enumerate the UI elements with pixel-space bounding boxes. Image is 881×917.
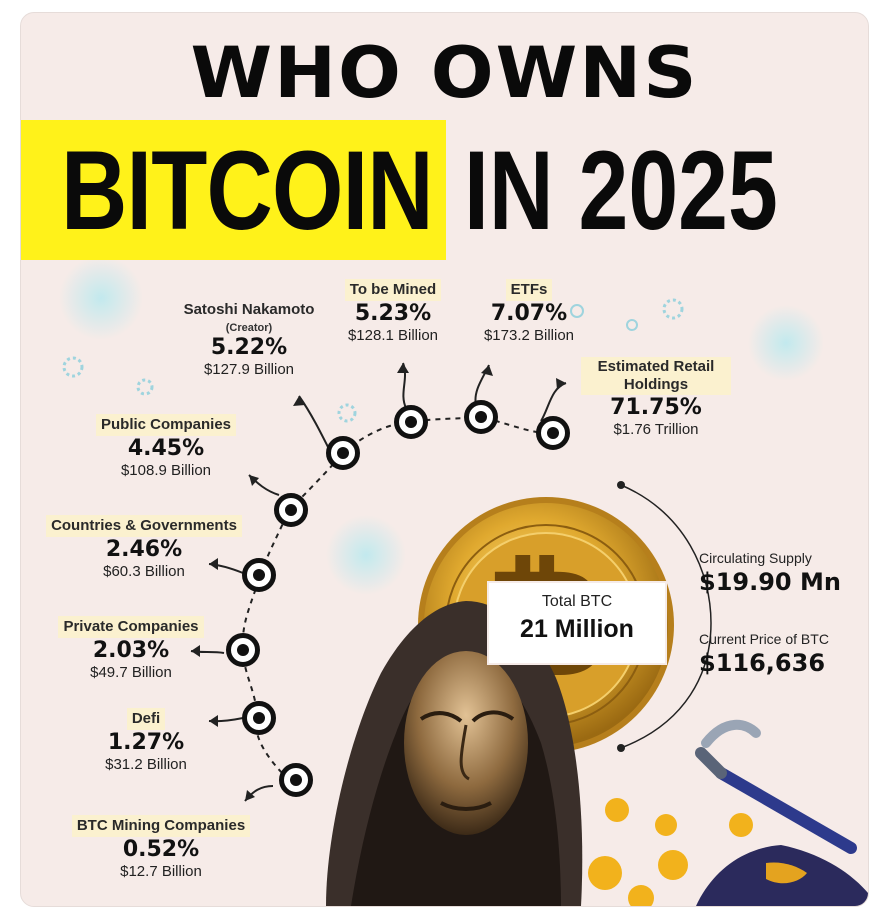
holder-percent: 5.22% [210, 335, 288, 360]
glow-decor [748, 305, 824, 381]
circulating-supply-value: $19.90 Mn [699, 568, 841, 596]
holder-etfs: ETFs 7.07% $173.2 Billion [459, 279, 599, 345]
holder-btc-mining: BTC Mining Companies 0.52% $12.7 Billion [61, 815, 261, 881]
holder-amount: $60.3 Billion [103, 563, 185, 580]
title-highlight-bar [21, 120, 446, 260]
holder-percent: 2.46% [105, 537, 183, 562]
node-etfs [464, 400, 498, 434]
holder-percent: 2.03% [92, 638, 170, 663]
holder-name: BTC Mining Companies [71, 815, 251, 837]
arrow-heads [191, 363, 566, 801]
title-line-1: WHO OWNS [190, 32, 699, 114]
holder-percent: 0.52% [122, 837, 200, 862]
holder-name: Private Companies [58, 616, 204, 638]
holder-amount: $12.7 Billion [120, 863, 202, 880]
holder-private-companies: Private Companies 2.03% $49.7 Billion [41, 616, 221, 682]
node-defi [242, 701, 276, 735]
holder-name: ETFs [505, 279, 553, 301]
holder-percent: 7.07% [490, 301, 568, 326]
holder-defi: Defi 1.27% $31.2 Billion [81, 708, 211, 774]
holder-to-be-mined: To be Mined 5.23% $128.1 Billion [323, 279, 463, 345]
node-public-companies [274, 493, 308, 527]
holder-name: Satoshi Nakamoto [183, 301, 315, 318]
node-retail [536, 416, 570, 450]
holder-percent: 4.45% [127, 436, 205, 461]
gold-coins-decor [588, 798, 868, 906]
holder-amount: $128.1 Billion [347, 327, 439, 344]
holder-countries: Countries & Governments 2.46% $60.3 Bill… [33, 515, 255, 581]
holder-name: Public Companies [95, 414, 237, 436]
total-btc-value: 21 Million [520, 615, 634, 643]
holder-satoshi: Satoshi Nakamoto (Creator) 5.22% $127.9 … [149, 299, 349, 379]
node-satoshi [326, 436, 360, 470]
node-btc-mining [279, 763, 313, 797]
glow-decor [326, 515, 406, 595]
holder-percent: 1.27% [107, 730, 185, 755]
holder-name: Countries & Governments [46, 515, 242, 537]
holder-public-companies: Public Companies 4.45% $108.9 Billion [81, 414, 251, 480]
total-btc-box: Total BTC 21 Million [489, 583, 665, 663]
circulating-supply-label: Circulating Supply [699, 550, 812, 566]
holder-amount: $173.2 Billion [483, 327, 575, 344]
title-line-2: IN 2025 [464, 128, 778, 253]
holder-percent: 71.75% [610, 395, 702, 420]
holder-percent: 5.23% [354, 301, 432, 326]
node-private-companies [226, 633, 260, 667]
holder-amount: $49.7 Billion [90, 664, 172, 681]
pickaxe-icon [695, 719, 857, 854]
coin-orbit-line [620, 484, 712, 749]
holder-amount: $1.76 Trillion [613, 421, 699, 438]
holder-amount: $108.9 Billion [120, 462, 212, 479]
node-to-be-mined [394, 405, 428, 439]
satoshi-figure-image [326, 601, 583, 906]
holder-name: To be Mined [344, 279, 442, 301]
holder-subtitle: (Creator) [225, 322, 273, 334]
background-decor: ₿ [59, 256, 868, 906]
holder-amount: $31.2 Billion [105, 756, 187, 773]
current-price-label: Current Price of BTC [699, 631, 829, 647]
infographic-card: ₿ WHO OWNS BITCOIN [20, 12, 869, 907]
node-countries [242, 558, 276, 592]
holder-name: Defi [126, 708, 166, 730]
current-price: Current Price of BTC $116,636 [699, 631, 829, 679]
holder-name: Estimated Retail Holdings [581, 357, 731, 395]
current-price-value: $116,636 [699, 649, 826, 677]
title-highlight-word: BITCOIN [61, 128, 434, 253]
holder-retail: Estimated Retail Holdings 71.75% $1.76 T… [581, 357, 731, 439]
glow-decor [59, 256, 143, 340]
total-btc-label: Total BTC [541, 593, 613, 610]
holder-amount: $127.9 Billion [203, 361, 295, 378]
circulating-supply: Circulating Supply $19.90 Mn [699, 550, 864, 598]
